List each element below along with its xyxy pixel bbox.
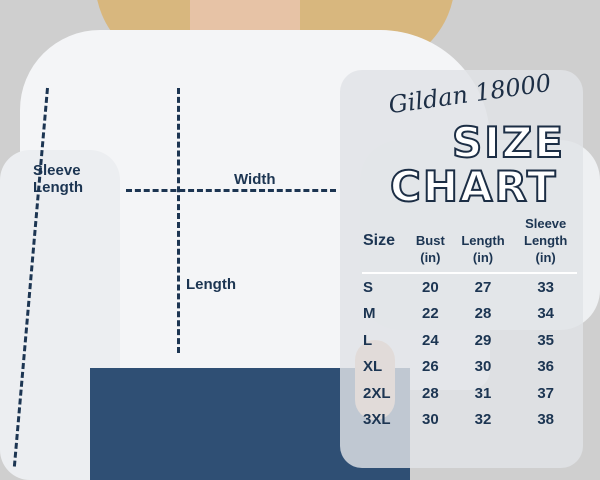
measurement-cell: 28 (422, 384, 439, 402)
title-chart: CHART (389, 161, 558, 212)
measurement-cell: 22 (422, 305, 439, 323)
size-cell: XL (363, 358, 383, 376)
measurement-cell: 28 (474, 305, 492, 323)
size-cell: 3XL (363, 411, 391, 429)
measurement-cell: 34 (537, 305, 554, 323)
measurement-cell: 24 (422, 331, 439, 349)
table-row: L 24 29 35 (362, 327, 577, 354)
length-line (177, 88, 180, 353)
measurement-cell: 30 (474, 358, 492, 376)
table-row: 2XL 28 31 37 (362, 380, 577, 407)
column-header: Bust (in) (409, 214, 452, 274)
measurement-cell: 29 (474, 331, 492, 349)
table-row: S 20 27 33 (362, 273, 577, 301)
column-header: Length (in) (451, 214, 515, 274)
measurement-cell: 30 (422, 411, 439, 429)
size-cell: L (363, 331, 373, 349)
measurement-cell: 20 (422, 278, 439, 296)
measurement-cell: 38 (537, 411, 554, 429)
size-cell: S (363, 278, 374, 296)
table-row: M 22 28 34 (362, 301, 577, 328)
table-row: 3XL 30 32 38 (362, 407, 577, 434)
length-label: Length (186, 276, 236, 293)
measurement-cell: 37 (537, 384, 554, 402)
width-line (126, 189, 336, 192)
column-header: Sleeve Length (in) (514, 214, 577, 274)
measurement-cell: 35 (537, 331, 554, 349)
sleeve-length-label: Sleeve Length (33, 162, 83, 196)
column-header: Size (362, 214, 409, 274)
measurement-cell: 36 (537, 358, 554, 376)
size-table: Size Bust (in) Length (in) Sleeve Length (in) S… (362, 214, 577, 433)
title-size: SIZE (451, 117, 566, 168)
width-label: Width (234, 171, 276, 188)
measurement-cell: 27 (474, 278, 492, 296)
table-row: XL 26 30 36 (362, 354, 577, 381)
measurement-cell: 32 (474, 411, 492, 429)
size-cell: M (363, 305, 376, 323)
size-cell: 2XL (363, 384, 391, 402)
measurement-cell: 26 (422, 358, 439, 376)
measurement-cell: 33 (537, 278, 554, 296)
measurement-cell: 31 (474, 384, 492, 402)
